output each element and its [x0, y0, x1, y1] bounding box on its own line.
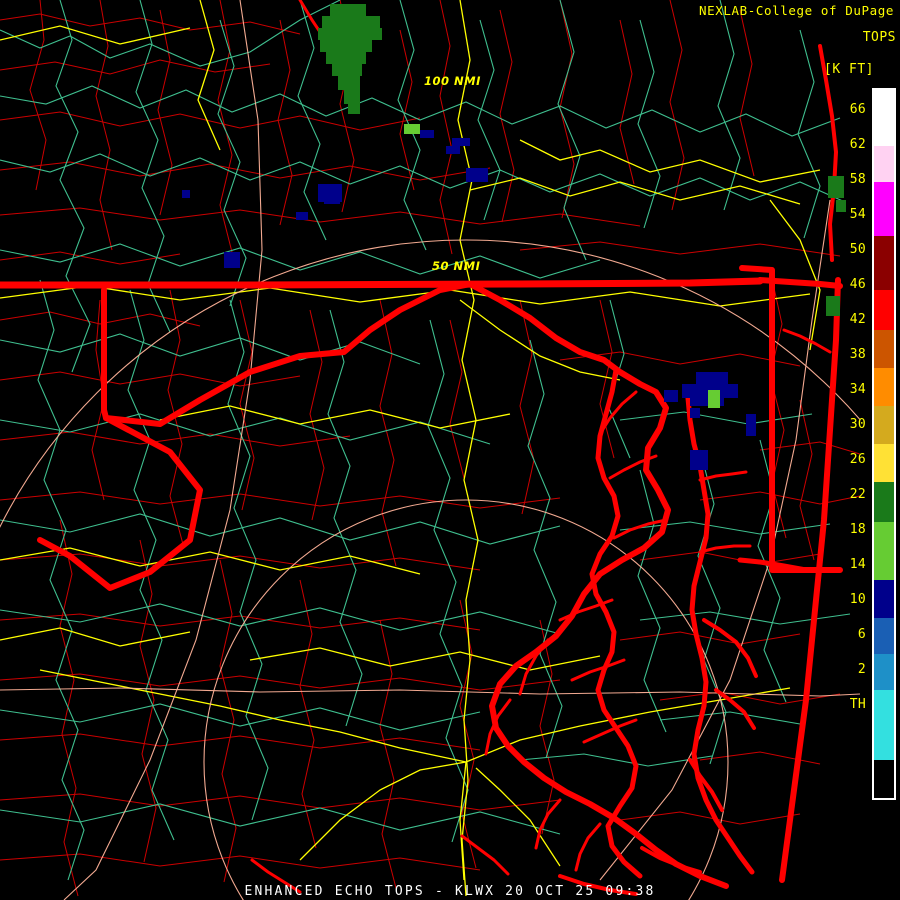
- echo-cell: [348, 104, 360, 114]
- state-boundaries: [0, 0, 843, 896]
- echo-tops-layer: [182, 4, 846, 470]
- range-ring-label-100: 100 NMI: [424, 74, 481, 88]
- echo-cell: [690, 408, 700, 418]
- echo-cell: [828, 176, 844, 198]
- echo-cell: [404, 124, 420, 134]
- color-bar-tick-62: 62: [849, 137, 866, 152]
- color-bar-tick-66: 66: [849, 102, 866, 117]
- color-swatch-62: [874, 146, 894, 182]
- echo-cell: [420, 130, 434, 138]
- color-bar-tick-2: 2: [857, 662, 866, 677]
- echo-cell: [296, 212, 308, 220]
- echo-cell: [322, 16, 380, 28]
- radar-map[interactable]: 100 NMI 50 NMI: [0, 0, 860, 900]
- color-bar[interactable]: [872, 88, 896, 800]
- legend-title: TOPS: [862, 30, 896, 45]
- color-bar-tick-58: 58: [849, 172, 866, 187]
- echo-cell: [320, 40, 372, 52]
- echo-cell: [332, 64, 362, 76]
- color-swatch-42: [874, 368, 894, 406]
- range-ring-label-50: 50 NMI: [432, 259, 481, 273]
- echo-cell: [330, 4, 366, 18]
- echo-cell: [452, 138, 470, 146]
- color-bar-tick-34: 34: [849, 382, 866, 397]
- echo-cell: [708, 390, 720, 408]
- echo-cell: [690, 450, 708, 470]
- echo-cell: [338, 76, 360, 90]
- echo-cell: [836, 200, 846, 212]
- echo-cell: [466, 168, 488, 182]
- legend-units: [K FT]: [824, 62, 874, 77]
- echo-cell: [182, 190, 190, 198]
- color-bar-tick-50: 50: [849, 242, 866, 257]
- color-bar-tick-30: 30: [849, 417, 866, 432]
- color-bar-tick-TH: TH: [849, 697, 866, 712]
- color-swatch-18: [874, 618, 894, 654]
- echo-cell: [690, 396, 724, 406]
- color-swatch-34: [874, 444, 894, 482]
- color-swatch-46: [874, 330, 894, 368]
- echo-cell: [326, 52, 366, 64]
- color-bar-tick-42: 42: [849, 312, 866, 327]
- highway-layer: [0, 0, 821, 897]
- color-swatch-22: [874, 580, 894, 618]
- status-bar: ENHANCED ECHO TOPS - KLWX 20 OCT 25 09:3…: [244, 884, 656, 899]
- color-bar-tick-54: 54: [849, 207, 866, 222]
- color-bar-tick-22: 22: [849, 487, 866, 502]
- color-swatch-30: [874, 482, 894, 522]
- color-swatch-66+: [874, 90, 894, 146]
- echo-cell: [224, 252, 240, 268]
- color-swatch-38: [874, 406, 894, 444]
- provider-credit: NEXLAB-College of DuPage: [698, 3, 894, 18]
- echo-cell: [324, 194, 340, 204]
- color-swatch-14: [874, 654, 894, 690]
- echo-cell: [318, 28, 382, 40]
- color-bar-tick-14: 14: [849, 557, 866, 572]
- color-bar-tick-10: 10: [849, 592, 866, 607]
- color-swatch-26: [874, 522, 894, 580]
- echo-cell: [446, 146, 460, 154]
- color-swatch-54: [874, 236, 894, 290]
- color-swatch-58: [874, 182, 894, 236]
- color-bar-tick-26: 26: [849, 452, 866, 467]
- color-swatch-50: [874, 290, 894, 330]
- basemap-layer: [0, 0, 860, 900]
- color-bar-tick-46: 46: [849, 277, 866, 292]
- echo-cell: [344, 90, 360, 104]
- color-bar-tick-38: 38: [849, 347, 866, 362]
- echo-cell: [826, 296, 840, 316]
- echo-cell: [664, 390, 678, 402]
- color-swatch-10: [874, 690, 894, 760]
- color-swatch-TH: [874, 760, 894, 798]
- color-bar-tick-18: 18: [849, 522, 866, 537]
- echo-cell: [746, 414, 756, 436]
- color-bar-tick-6: 6: [857, 627, 866, 642]
- color-scale-legend: TOPS [K FT]: [824, 0, 900, 900]
